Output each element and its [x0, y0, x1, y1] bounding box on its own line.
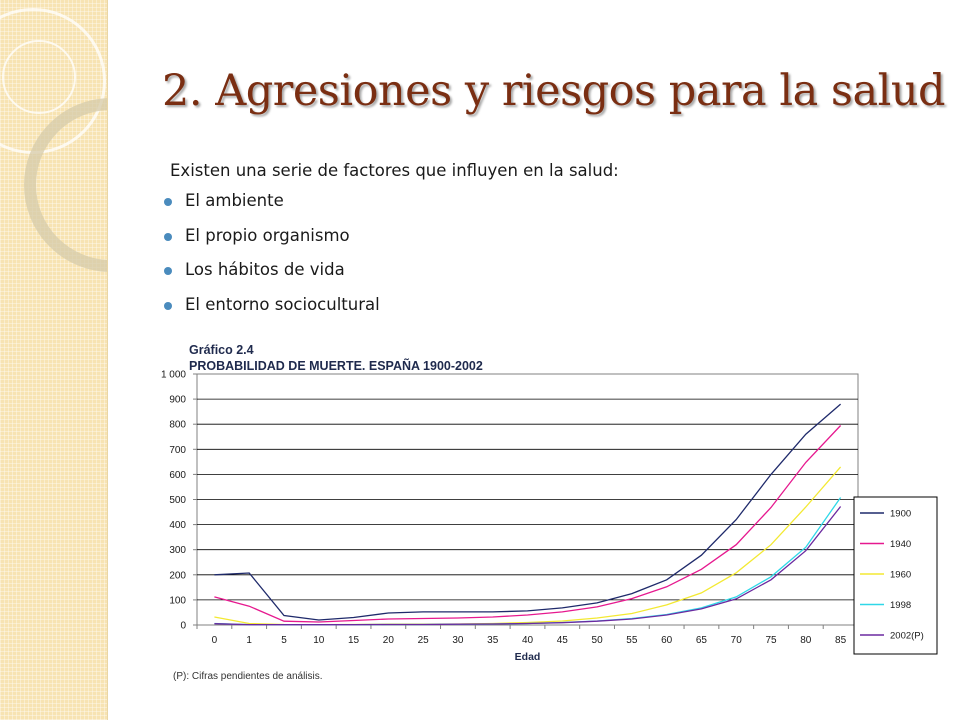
y-tick-label: 500 — [169, 495, 186, 506]
y-tick-label: 400 — [169, 520, 186, 531]
chart-subtitle: PROBABILIDAD DE MUERTE. ESPAÑA 1900-2002 — [189, 359, 483, 373]
legend-entry: 1900 — [890, 509, 911, 520]
y-tick-label: 200 — [169, 570, 186, 581]
series-line-1900 — [214, 403, 842, 621]
list-item: El ambiente — [164, 191, 380, 226]
y-tick-label: 900 — [169, 395, 186, 406]
x-tick-label: 70 — [731, 635, 743, 646]
legend-entry: 1940 — [890, 539, 911, 550]
x-tick-label: 75 — [765, 635, 777, 646]
x-tick-label: 55 — [626, 635, 638, 646]
list-item: Los hábitos de vida — [164, 260, 380, 295]
factor-list: El ambiente El propio organismo Los hábi… — [164, 191, 380, 329]
x-tick-label: 0 — [212, 635, 218, 646]
legend-entry: 1998 — [890, 600, 911, 611]
x-tick-label: 85 — [835, 635, 847, 646]
x-tick-label: 20 — [383, 635, 395, 646]
list-item-label: El propio organismo — [185, 225, 350, 245]
list-item: El entorno sociocultural — [164, 295, 380, 330]
bullet-icon — [164, 232, 172, 241]
chart-title: Gráfico 2.4 — [189, 343, 254, 357]
x-tick-label: 10 — [313, 635, 325, 646]
series-line-2002p — [214, 506, 842, 626]
chart-footnote: (P): Cifras pendientes de análisis. — [173, 671, 323, 682]
chart-heading: Gráfico 2.4 PROBABILIDAD DE MUERTE. ESPA… — [189, 342, 483, 374]
decorative-ring — [2, 40, 76, 114]
x-tick-label: 5 — [281, 635, 287, 646]
y-tick-label: 600 — [169, 470, 186, 481]
x-tick-label: 65 — [696, 635, 708, 646]
series-line-1940 — [214, 425, 842, 623]
list-item-label: El ambiente — [185, 191, 284, 210]
x-tick-label: 45 — [557, 635, 569, 646]
legend-entry: 1960 — [890, 570, 911, 581]
x-tick-label: 15 — [348, 635, 360, 646]
y-tick-label: 100 — [169, 595, 186, 606]
bullet-icon — [164, 301, 172, 310]
x-tick-label: 60 — [661, 635, 673, 646]
intro-text: Existen una serie de factores que influy… — [170, 161, 619, 180]
x-tick-label: 1 — [246, 635, 252, 646]
x-tick-label: 80 — [800, 635, 812, 646]
y-tick-label: 800 — [169, 420, 186, 431]
x-tick-label: 35 — [487, 635, 499, 646]
legend-box — [853, 496, 938, 655]
y-tick-label: 0 — [180, 621, 186, 632]
slide-title: 2. Agresiones y riesgos para la salud — [162, 66, 946, 116]
list-item-label: Los hábitos de vida — [185, 260, 345, 279]
bullet-icon — [164, 267, 172, 275]
x-tick-label: 25 — [418, 635, 430, 646]
y-tick-label: 300 — [169, 545, 186, 556]
x-axis-label: Edad — [515, 651, 541, 663]
legend-entry: 2002(P) — [890, 631, 924, 642]
list-item-label: El entorno sociocultural — [185, 294, 380, 314]
x-tick-label: 30 — [452, 635, 464, 646]
y-tick-label: 700 — [169, 445, 186, 456]
decorative-sidebar — [0, 0, 108, 720]
x-tick-label: 50 — [592, 635, 604, 646]
bullet-icon — [164, 198, 172, 206]
list-item: El propio organismo — [164, 226, 380, 261]
x-tick-label: 40 — [522, 635, 534, 646]
y-tick-label: 1 000 — [161, 370, 186, 381]
